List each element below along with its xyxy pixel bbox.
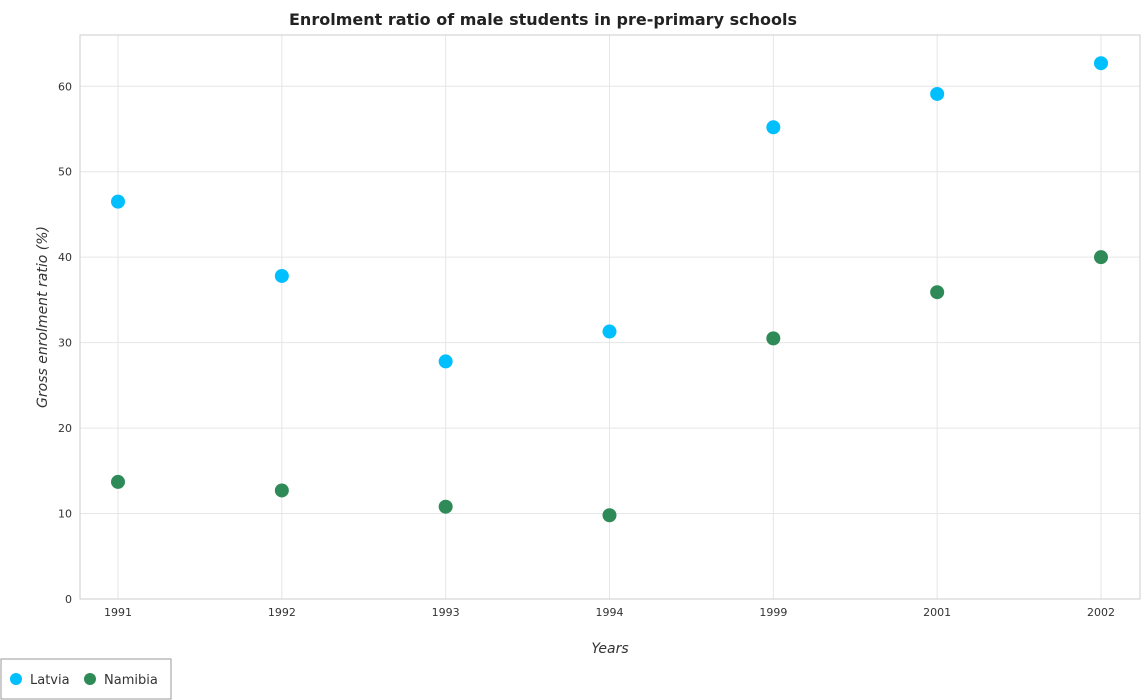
y-tick-label: 50 xyxy=(58,166,72,179)
x-tick-label: 2001 xyxy=(923,606,951,619)
y-axis-title: Gross enrolment ratio (%) xyxy=(35,226,51,408)
y-tick-labels: 0 10 20 30 40 50 60 xyxy=(58,80,72,606)
y-tick-label: 60 xyxy=(58,80,72,93)
point-latvia-1994 xyxy=(602,324,617,339)
data-points xyxy=(111,56,1108,523)
x-tick-label: 1993 xyxy=(432,606,460,619)
point-latvia-2001 xyxy=(930,86,945,101)
y-tick-label: 40 xyxy=(58,251,72,264)
legend-label-latvia: Latvia xyxy=(30,673,70,688)
point-namibia-1999 xyxy=(766,331,781,346)
x-tick-labels: 1991 1992 1993 1994 1999 2001 2002 xyxy=(104,606,1115,619)
y-tick-label: 10 xyxy=(58,508,72,521)
point-latvia-1993 xyxy=(438,354,453,369)
plot-frame xyxy=(79,34,1141,600)
x-tick-label: 1999 xyxy=(759,606,787,619)
y-tick-label: 30 xyxy=(58,337,72,350)
point-namibia-1992 xyxy=(274,483,289,498)
point-namibia-1991 xyxy=(111,474,125,489)
legend: Latvia Namibia xyxy=(0,658,172,700)
x-tick-label: 1991 xyxy=(104,606,132,619)
x-axis-title: Years xyxy=(591,641,628,657)
point-latvia-1999 xyxy=(766,120,781,135)
point-namibia-1994 xyxy=(602,508,617,523)
legend-marker-latvia xyxy=(10,673,22,685)
point-latvia-1992 xyxy=(274,268,289,283)
point-namibia-2001 xyxy=(930,285,945,300)
chart-title: Enrolment ratio of male students in pre-… xyxy=(289,10,797,29)
x-tick-label: 1992 xyxy=(268,606,296,619)
point-namibia-1993 xyxy=(438,499,453,514)
x-tick-label: 1994 xyxy=(596,606,624,619)
legend-label-namibia: Namibia xyxy=(104,673,158,688)
x-tick-label: 2002 xyxy=(1087,606,1115,619)
y-tick-label: 20 xyxy=(58,422,72,435)
point-namibia-2002 xyxy=(1094,250,1108,265)
y-tick-label: 0 xyxy=(65,593,72,606)
point-latvia-1991 xyxy=(111,194,125,209)
legend-marker-namibia xyxy=(84,673,96,685)
point-latvia-2002 xyxy=(1094,56,1108,71)
